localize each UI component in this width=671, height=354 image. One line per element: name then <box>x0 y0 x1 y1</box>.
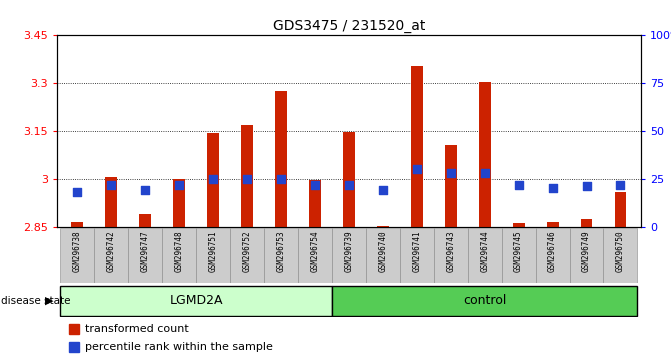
Point <box>411 166 422 172</box>
Bar <box>615 192 627 227</box>
Bar <box>60 228 95 283</box>
Bar <box>603 228 637 283</box>
Bar <box>400 228 433 283</box>
Text: control: control <box>463 295 507 307</box>
Bar <box>207 133 219 227</box>
Bar <box>332 228 366 283</box>
Bar <box>196 228 230 283</box>
Bar <box>570 228 603 283</box>
Point <box>615 182 626 187</box>
Bar <box>140 214 151 227</box>
Bar <box>298 228 332 283</box>
Text: ▶: ▶ <box>45 296 54 306</box>
Text: transformed count: transformed count <box>85 324 189 334</box>
Point <box>479 170 490 176</box>
Bar <box>95 228 128 283</box>
Point <box>446 170 456 176</box>
Point <box>581 184 592 189</box>
Point <box>547 185 558 191</box>
Bar <box>343 132 355 227</box>
Bar <box>332 286 637 316</box>
Bar <box>241 125 253 227</box>
Bar <box>105 177 117 227</box>
Text: GSM296747: GSM296747 <box>141 230 150 272</box>
Text: GSM296744: GSM296744 <box>480 230 489 272</box>
Point <box>208 176 219 182</box>
Bar <box>502 228 535 283</box>
Point <box>106 182 117 187</box>
Bar <box>366 228 400 283</box>
Bar <box>264 228 298 283</box>
Text: GSM296750: GSM296750 <box>616 230 625 272</box>
Text: percentile rank within the sample: percentile rank within the sample <box>85 342 273 352</box>
Point <box>344 182 354 187</box>
Point <box>72 189 83 195</box>
Bar <box>230 228 264 283</box>
Bar <box>478 82 491 227</box>
Text: GSM296741: GSM296741 <box>412 230 421 272</box>
Point <box>276 176 287 182</box>
Bar <box>71 222 83 227</box>
Text: GSM296749: GSM296749 <box>582 230 591 272</box>
Bar <box>468 228 502 283</box>
Bar <box>547 222 558 227</box>
Bar <box>411 66 423 227</box>
Text: LGMD2A: LGMD2A <box>170 295 223 307</box>
Bar <box>173 179 185 227</box>
Text: GSM296754: GSM296754 <box>311 230 319 272</box>
Bar <box>162 228 196 283</box>
Bar <box>128 228 162 283</box>
Bar <box>433 228 468 283</box>
Bar <box>513 223 525 227</box>
Bar <box>377 226 389 227</box>
Text: GSM296746: GSM296746 <box>548 230 557 272</box>
Bar <box>309 181 321 227</box>
Bar <box>275 91 287 227</box>
Text: GSM296753: GSM296753 <box>276 230 286 272</box>
Title: GDS3475 / 231520_at: GDS3475 / 231520_at <box>272 19 425 33</box>
Point <box>174 182 185 187</box>
Text: GSM296740: GSM296740 <box>378 230 387 272</box>
Text: GSM296748: GSM296748 <box>174 230 184 272</box>
Text: GSM296743: GSM296743 <box>446 230 455 272</box>
Point <box>242 176 252 182</box>
Text: GSM296739: GSM296739 <box>344 230 354 272</box>
Text: disease state: disease state <box>1 296 70 306</box>
Text: GSM296742: GSM296742 <box>107 230 116 272</box>
Text: GSM296738: GSM296738 <box>73 230 82 272</box>
Point <box>378 187 389 193</box>
Text: GSM296745: GSM296745 <box>514 230 523 272</box>
Point <box>140 187 151 193</box>
Text: GSM296751: GSM296751 <box>209 230 217 272</box>
Bar <box>68 342 79 352</box>
Bar <box>445 145 457 227</box>
Bar <box>580 219 592 227</box>
Bar <box>60 286 332 316</box>
Point <box>309 182 320 187</box>
Bar <box>68 324 79 334</box>
Bar <box>535 228 570 283</box>
Point <box>513 182 524 187</box>
Text: GSM296752: GSM296752 <box>243 230 252 272</box>
